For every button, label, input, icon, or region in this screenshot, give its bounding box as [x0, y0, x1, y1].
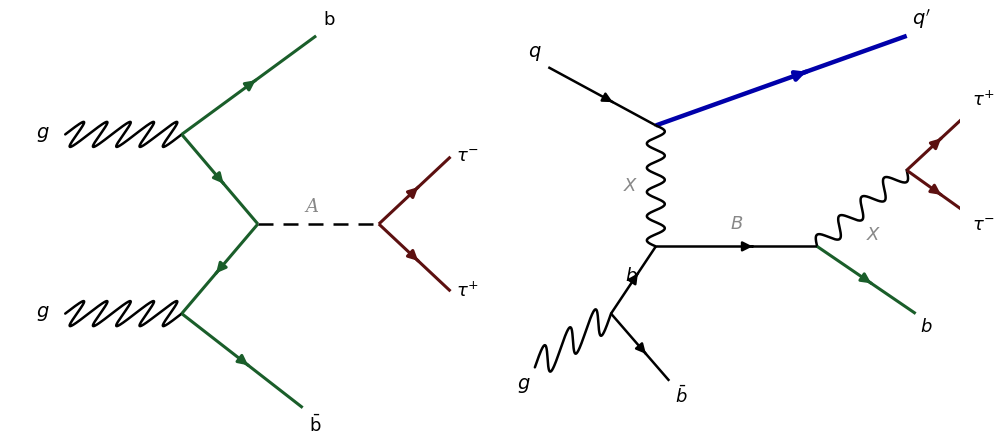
- Text: $g$: $g$: [36, 304, 49, 323]
- Text: $\mathrm{b}$: $\mathrm{b}$: [323, 11, 336, 29]
- Text: $X$: $X$: [867, 226, 882, 244]
- Text: $g$: $g$: [36, 125, 49, 144]
- Text: $B$: $B$: [729, 215, 743, 233]
- Text: $\tau^{-}$: $\tau^{-}$: [456, 148, 479, 166]
- Text: $b$: $b$: [625, 267, 638, 284]
- Text: $g$: $g$: [517, 376, 530, 395]
- Text: $b$: $b$: [920, 318, 933, 336]
- Text: $\tau^{+}$: $\tau^{+}$: [456, 281, 479, 301]
- Text: A: A: [306, 198, 319, 216]
- Text: $q$: $q$: [528, 44, 542, 63]
- Text: $\tau^{+}$: $\tau^{+}$: [972, 90, 995, 110]
- Text: $X$: $X$: [623, 177, 639, 195]
- Text: $q'$: $q'$: [912, 7, 931, 31]
- Text: $\bar{\mathrm{b}}$: $\bar{\mathrm{b}}$: [310, 414, 322, 436]
- Text: $\tau^{-}$: $\tau^{-}$: [972, 217, 995, 235]
- Text: $\bar{b}$: $\bar{b}$: [674, 385, 687, 407]
